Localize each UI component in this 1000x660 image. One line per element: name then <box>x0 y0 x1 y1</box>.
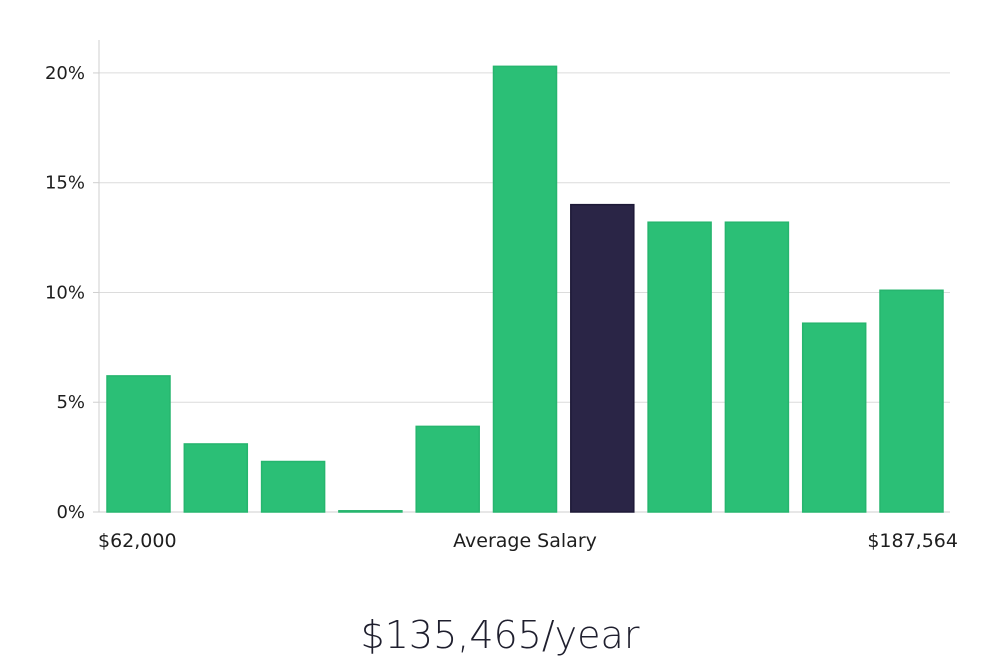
x-max-label: $187,564 <box>867 530 958 552</box>
x-min-label: $62,000 <box>98 530 177 552</box>
y-tick-labels: 0% 5% 10% 15% 20% <box>45 63 85 523</box>
y-tick-label: 0% <box>56 502 85 523</box>
bar <box>647 221 712 513</box>
bar <box>260 460 326 513</box>
y-tick-label: 5% <box>56 392 85 413</box>
average-salary-value: $135,465/year <box>361 613 640 657</box>
bars <box>106 65 944 513</box>
bar <box>801 322 867 513</box>
bar <box>415 425 480 513</box>
y-tick-label: 15% <box>45 173 85 194</box>
bar <box>338 510 403 513</box>
bar <box>183 443 249 513</box>
bar <box>492 65 558 513</box>
bar-highlighted <box>570 203 635 513</box>
x-axis-title: Average Salary <box>453 530 597 552</box>
bar <box>106 375 171 513</box>
y-tick-label: 20% <box>45 63 85 84</box>
bar <box>879 289 944 513</box>
y-tick-label: 10% <box>45 282 85 303</box>
bar <box>724 221 790 513</box>
